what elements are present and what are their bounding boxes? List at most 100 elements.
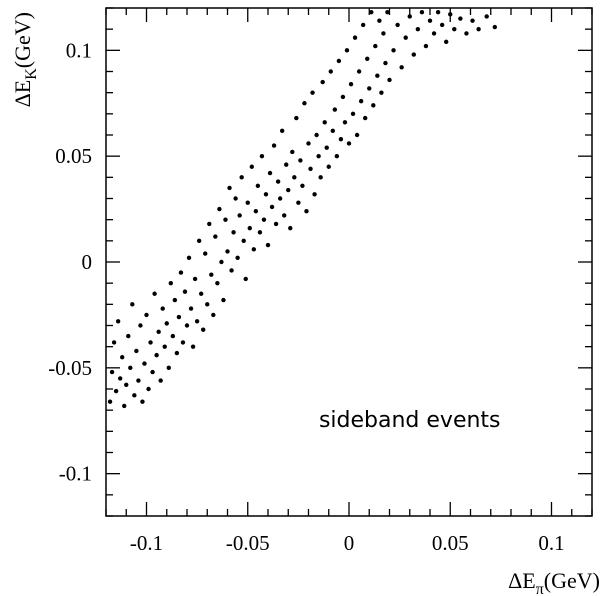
scatter-point bbox=[356, 69, 362, 74]
y-tick-label: 0 bbox=[82, 250, 93, 274]
scatter-point bbox=[122, 403, 127, 409]
scatter-point bbox=[235, 255, 240, 260]
scatter-point bbox=[324, 145, 329, 150]
scatter-point bbox=[160, 306, 165, 311]
scatter-point bbox=[174, 350, 180, 356]
scatter-point bbox=[215, 280, 220, 286]
scatter-point bbox=[371, 103, 376, 108]
scatter-point bbox=[332, 107, 338, 112]
scatter-point bbox=[198, 291, 204, 296]
scatter-point bbox=[377, 18, 382, 23]
scatter-point bbox=[302, 101, 307, 106]
annotation-text: sideband events bbox=[319, 408, 501, 433]
scatter-point bbox=[415, 26, 421, 32]
scatter-point bbox=[107, 399, 113, 404]
y-tick-label: -0.05 bbox=[48, 356, 92, 380]
scatter-point bbox=[115, 319, 121, 324]
scatter-point bbox=[444, 39, 449, 45]
scatter-point bbox=[251, 247, 257, 252]
scatter-point bbox=[358, 98, 364, 104]
scatter-point bbox=[367, 86, 372, 91]
scatter-point bbox=[328, 69, 333, 74]
scatter-point bbox=[419, 10, 425, 15]
scatter-point bbox=[391, 48, 396, 53]
scatter-point bbox=[360, 22, 366, 28]
scatter-point bbox=[176, 314, 182, 320]
scatter-point bbox=[435, 10, 441, 15]
scatter-point bbox=[458, 16, 463, 21]
scatter-point bbox=[284, 162, 289, 167]
y-axis-label: ΔEK(GeV) bbox=[10, 12, 40, 107]
scatter-point bbox=[271, 143, 277, 148]
scatter-point bbox=[217, 206, 222, 212]
scatter-point bbox=[219, 259, 224, 265]
scatter-point bbox=[148, 340, 153, 345]
scatter-point bbox=[111, 340, 117, 345]
scatter-point bbox=[350, 111, 356, 117]
scatter-point bbox=[257, 230, 263, 235]
x-tick-label: 0.05 bbox=[432, 531, 469, 555]
scatter-point bbox=[348, 82, 354, 87]
scatter-point bbox=[154, 352, 159, 358]
scatter-point bbox=[126, 333, 131, 339]
scatter-point bbox=[290, 149, 295, 155]
scatter-point bbox=[344, 48, 350, 53]
scatter-point bbox=[306, 141, 311, 146]
scatter-point bbox=[292, 175, 297, 180]
scatter-point bbox=[138, 323, 143, 328]
scatter-point bbox=[308, 166, 313, 172]
x-tick-label: -0.1 bbox=[130, 531, 163, 555]
scatter-point bbox=[383, 60, 388, 66]
scatter-point bbox=[231, 230, 236, 235]
scatter-point bbox=[158, 378, 163, 383]
scatter-point bbox=[320, 79, 325, 85]
y-tick-label: -0.1 bbox=[59, 462, 92, 486]
scatter-point bbox=[431, 31, 437, 36]
scatter-point bbox=[439, 22, 445, 28]
scatter-point bbox=[136, 378, 141, 383]
scatter-point bbox=[336, 58, 342, 64]
scatter-point bbox=[213, 234, 218, 239]
scatter-point bbox=[338, 137, 344, 142]
scatter-point bbox=[354, 132, 360, 138]
scatter-point bbox=[192, 276, 198, 282]
scatter-point bbox=[342, 120, 348, 125]
scatter-point bbox=[144, 312, 149, 318]
scatter-point bbox=[245, 200, 250, 205]
scatter-point bbox=[243, 276, 248, 282]
scatter-point bbox=[470, 18, 475, 23]
scatter-point bbox=[387, 77, 392, 83]
scatter-point bbox=[253, 209, 259, 214]
scatter-point bbox=[117, 376, 123, 381]
scatter-point bbox=[452, 26, 457, 32]
scatter-point bbox=[476, 26, 481, 32]
scatter-point bbox=[237, 213, 242, 218]
scatter-point bbox=[182, 289, 188, 294]
scatter-point bbox=[109, 369, 115, 375]
scatter-point bbox=[261, 217, 267, 222]
scatter-point bbox=[142, 361, 147, 366]
scatter-point bbox=[326, 164, 331, 169]
scatter-point bbox=[423, 43, 429, 49]
scatter-point bbox=[190, 344, 196, 349]
scatter-point bbox=[120, 355, 125, 360]
scatter-point bbox=[124, 382, 129, 387]
scatter-point bbox=[282, 213, 287, 218]
scatter-point bbox=[241, 238, 246, 244]
scatter-point bbox=[448, 12, 453, 17]
scatter-point bbox=[275, 179, 281, 184]
y-tick-label: 0.1 bbox=[66, 38, 92, 62]
scatter-point bbox=[233, 196, 238, 201]
x-tick-label: 0 bbox=[344, 531, 355, 555]
scatter-point bbox=[229, 268, 234, 273]
scatter-point bbox=[113, 388, 119, 394]
scatter-point bbox=[314, 132, 319, 138]
scatter-point bbox=[196, 238, 202, 244]
scatter-point bbox=[484, 14, 489, 19]
scatter-point bbox=[288, 225, 293, 231]
tick-marks bbox=[105, 7, 593, 517]
scatter-point bbox=[130, 302, 135, 307]
scatter-point bbox=[269, 204, 275, 210]
scatter-point bbox=[352, 35, 358, 40]
scatter-point bbox=[247, 225, 252, 231]
